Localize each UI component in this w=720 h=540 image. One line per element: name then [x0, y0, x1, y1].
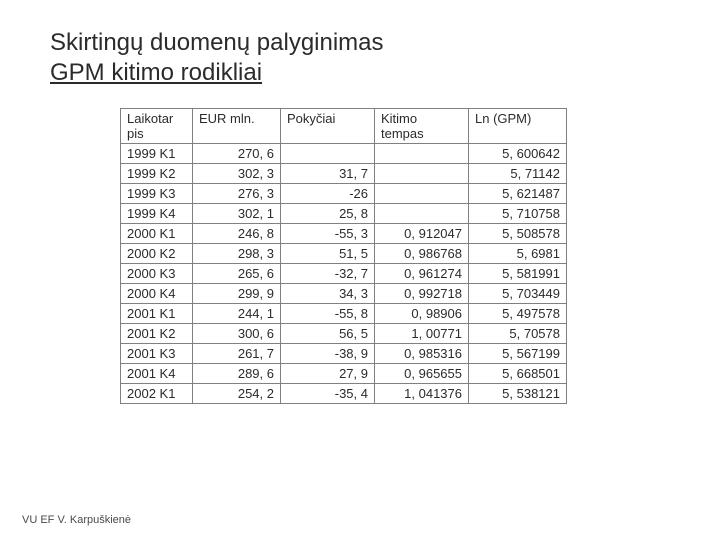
table-cell: 0, 98906	[375, 304, 469, 324]
table-cell: 56, 5	[281, 324, 375, 344]
table-header-row: Laikotar pis EUR mln. Pokyčiai Kitimo te…	[121, 109, 567, 144]
table-row: 2000 K1246, 8-55, 30, 9120475, 508578	[121, 224, 567, 244]
table-container: Laikotar pis EUR mln. Pokyčiai Kitimo te…	[120, 108, 670, 404]
table-cell: 2000 K4	[121, 284, 193, 304]
table-row: 2000 K4299, 934, 30, 9927185, 703449	[121, 284, 567, 304]
table-row: 2002 K1254, 2-35, 41, 0413765, 538121	[121, 384, 567, 404]
table-cell: -26	[281, 184, 375, 204]
table-cell: 265, 6	[193, 264, 281, 284]
table-cell	[281, 144, 375, 164]
data-table: Laikotar pis EUR mln. Pokyčiai Kitimo te…	[120, 108, 567, 404]
table-cell: 5, 600642	[469, 144, 567, 164]
table-cell	[375, 204, 469, 224]
table-row: 2000 K2298, 351, 50, 9867685, 6981	[121, 244, 567, 264]
table-cell	[375, 184, 469, 204]
table-cell: 5, 710758	[469, 204, 567, 224]
title-line2: GPM kitimo rodikliai	[50, 59, 262, 86]
table-cell: 2001 K2	[121, 324, 193, 344]
table-cell: 1, 041376	[375, 384, 469, 404]
table-row: 1999 K1270, 6 5, 600642	[121, 144, 567, 164]
table-cell: 34, 3	[281, 284, 375, 304]
table-cell: 2000 K1	[121, 224, 193, 244]
table-cell	[375, 144, 469, 164]
table-cell: 0, 992718	[375, 284, 469, 304]
table-cell: 244, 1	[193, 304, 281, 324]
table-cell: 51, 5	[281, 244, 375, 264]
table-row: 2001 K3261, 7-38, 90, 9853165, 567199	[121, 344, 567, 364]
table-cell: 2001 K3	[121, 344, 193, 364]
table-row: 2001 K4289, 627, 90, 9656555, 668501	[121, 364, 567, 384]
table-cell: 0, 912047	[375, 224, 469, 244]
table-row: 1999 K2302, 331, 7 5, 71142	[121, 164, 567, 184]
table-cell: 289, 6	[193, 364, 281, 384]
table-cell: 0, 965655	[375, 364, 469, 384]
table-cell: -55, 3	[281, 224, 375, 244]
table-cell: 2000 K2	[121, 244, 193, 264]
table-cell: 31, 7	[281, 164, 375, 184]
table-cell: 27, 9	[281, 364, 375, 384]
table-row: 2001 K1244, 1-55, 80, 989065, 497578	[121, 304, 567, 324]
table-cell: 2001 K1	[121, 304, 193, 324]
table-cell: 1999 K1	[121, 144, 193, 164]
table-cell: 2001 K4	[121, 364, 193, 384]
table-cell: 246, 8	[193, 224, 281, 244]
table-cell: -38, 9	[281, 344, 375, 364]
table-row: 1999 K3276, 3-26 5, 621487	[121, 184, 567, 204]
table-cell: 299, 9	[193, 284, 281, 304]
table-cell: 5, 70578	[469, 324, 567, 344]
table-cell: 276, 3	[193, 184, 281, 204]
table-cell: 254, 2	[193, 384, 281, 404]
table-cell: 261, 7	[193, 344, 281, 364]
table-cell: 2002 K1	[121, 384, 193, 404]
table-cell: 5, 538121	[469, 384, 567, 404]
table-cell: -32, 7	[281, 264, 375, 284]
table-cell: 302, 3	[193, 164, 281, 184]
footer-text: VU EF V. Karpuškienė	[22, 514, 131, 526]
table-cell: 25, 8	[281, 204, 375, 224]
table-cell: 5, 567199	[469, 344, 567, 364]
table-cell: 5, 703449	[469, 284, 567, 304]
table-cell: 5, 497578	[469, 304, 567, 324]
table-cell: -55, 8	[281, 304, 375, 324]
col-header-ln: Ln (GPM)	[469, 109, 567, 144]
table-cell: 1999 K3	[121, 184, 193, 204]
table-cell: 1, 00771	[375, 324, 469, 344]
col-header-tempas: Kitimo tempas	[375, 109, 469, 144]
slide-title: Skirtingų duomenų palyginimas GPM kitimo…	[50, 28, 670, 88]
table-cell: -35, 4	[281, 384, 375, 404]
table-cell: 5, 71142	[469, 164, 567, 184]
table-cell: 298, 3	[193, 244, 281, 264]
table-row: 2001 K2300, 656, 51, 007715, 70578	[121, 324, 567, 344]
table-row: 1999 K4302, 125, 8 5, 710758	[121, 204, 567, 224]
table-cell	[375, 164, 469, 184]
table-cell: 5, 6981	[469, 244, 567, 264]
table-cell: 5, 508578	[469, 224, 567, 244]
table-cell: 0, 961274	[375, 264, 469, 284]
table-cell: 1999 K2	[121, 164, 193, 184]
table-cell: 5, 621487	[469, 184, 567, 204]
table-cell: 0, 985316	[375, 344, 469, 364]
title-line1: Skirtingų duomenų palyginimas	[50, 29, 384, 56]
table-row: 2000 K3265, 6-32, 70, 9612745, 581991	[121, 264, 567, 284]
col-header-eur: EUR mln.	[193, 109, 281, 144]
table-cell: 300, 6	[193, 324, 281, 344]
table-cell: 0, 986768	[375, 244, 469, 264]
col-header-pokyciai: Pokyčiai	[281, 109, 375, 144]
table-cell: 1999 K4	[121, 204, 193, 224]
table-cell: 270, 6	[193, 144, 281, 164]
table-cell: 5, 581991	[469, 264, 567, 284]
col-header-period: Laikotar pis	[121, 109, 193, 144]
table-cell: 2000 K3	[121, 264, 193, 284]
table-cell: 5, 668501	[469, 364, 567, 384]
table-cell: 302, 1	[193, 204, 281, 224]
